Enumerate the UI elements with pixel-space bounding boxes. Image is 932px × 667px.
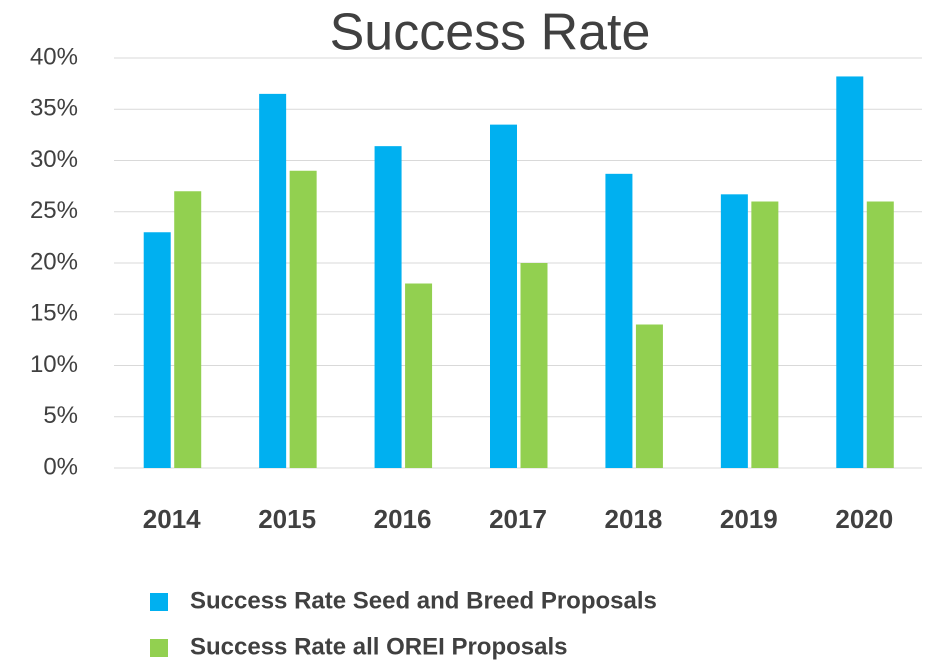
bar — [490, 124, 517, 468]
y-tick-label: 5% — [43, 402, 78, 429]
bar — [520, 263, 548, 468]
y-tick-label: 25% — [30, 197, 78, 224]
y-tick-label: 30% — [30, 146, 78, 173]
y-tick-label: 35% — [30, 95, 78, 122]
x-tick-label: 2017 — [489, 504, 547, 534]
x-tick-label: 2018 — [605, 504, 663, 534]
legend-swatch — [150, 593, 168, 611]
bar — [143, 232, 171, 468]
x-tick-label: 2020 — [835, 504, 893, 534]
bar — [635, 324, 663, 468]
bar — [174, 191, 202, 468]
bar — [605, 173, 633, 468]
y-tick-label: 0% — [43, 453, 78, 480]
chart-title: Success Rate — [330, 4, 651, 62]
x-tick-label: 2016 — [374, 504, 432, 534]
bar — [751, 201, 779, 468]
x-tick-label: 2014 — [143, 504, 201, 534]
bar — [259, 93, 287, 468]
legend-label: Success Rate all OREI Proposals — [190, 633, 568, 660]
bar — [374, 146, 402, 468]
y-tick-label: 20% — [30, 248, 78, 275]
bar — [405, 283, 433, 468]
x-tick-label: 2015 — [258, 504, 316, 534]
bar — [720, 194, 748, 468]
x-tick-label: 2019 — [720, 504, 778, 534]
legend-label: Success Rate Seed and Breed Proposals — [190, 587, 657, 614]
y-tick-label: 10% — [30, 351, 78, 378]
legend-swatch — [150, 639, 168, 657]
y-tick-label: 40% — [30, 43, 78, 70]
bar — [836, 76, 864, 468]
bar — [289, 170, 317, 468]
y-tick-label: 15% — [30, 300, 78, 327]
bar — [866, 201, 894, 468]
